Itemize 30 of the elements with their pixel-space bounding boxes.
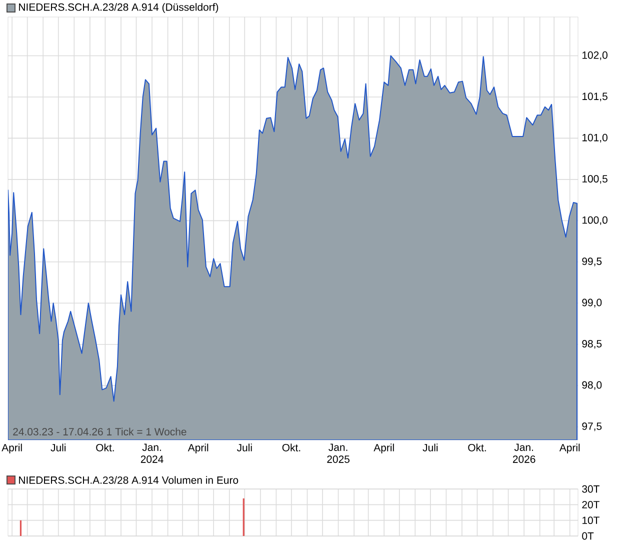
x-tick-label: Okt. xyxy=(282,444,300,452)
x-tick-label: Okt. xyxy=(96,444,114,452)
text: NIEDERS.SCH.A.23/28 A.914 (Düsseldorf) xyxy=(19,3,218,13)
y-tick-label: 97,5 xyxy=(582,422,602,432)
y-tick-label: 99,5 xyxy=(582,258,602,266)
y-tick-label: 0T xyxy=(582,532,594,540)
y-tick-label: 101,0 xyxy=(582,134,608,143)
y-tick-label: 99,0 xyxy=(582,298,602,308)
x-tick-label: April xyxy=(374,444,394,454)
x-tick-label: April xyxy=(2,444,22,454)
x-tick-label: April xyxy=(188,444,208,454)
x-tick-label: Jan. 2025 xyxy=(327,444,350,463)
y-tick-label: 100,5 xyxy=(582,175,608,184)
legend-label: NIEDERS.SCH.A.23/28 A.914 Volumen in Euro xyxy=(19,476,238,484)
x-tick-label: Jan. 2026 xyxy=(512,444,536,463)
x-tick-label: Jan. 2024 xyxy=(140,444,164,463)
x-tick-label: Juli xyxy=(50,444,66,452)
y-tick-label: 30T xyxy=(582,485,600,493)
annotation: 24.03.23 - 17.04.26 1 Tick = 1 Woche xyxy=(13,428,186,436)
y-tick-label: 98,0 xyxy=(582,381,602,390)
x-tick-label: Okt. xyxy=(468,444,486,452)
y-tick-label: 101,5 xyxy=(582,92,608,102)
y-tick-label: 10T xyxy=(582,516,600,524)
x-tick-label: April xyxy=(559,444,580,454)
y-tick-label: 20T xyxy=(582,500,600,508)
x-tick-label: Juli xyxy=(236,444,252,452)
y-tick-label: 98,5 xyxy=(582,340,602,349)
y-tick-label: 100,0 xyxy=(582,216,608,225)
y-tick-label: 102,0 xyxy=(582,51,608,60)
x-tick-label: Juli xyxy=(422,444,438,452)
